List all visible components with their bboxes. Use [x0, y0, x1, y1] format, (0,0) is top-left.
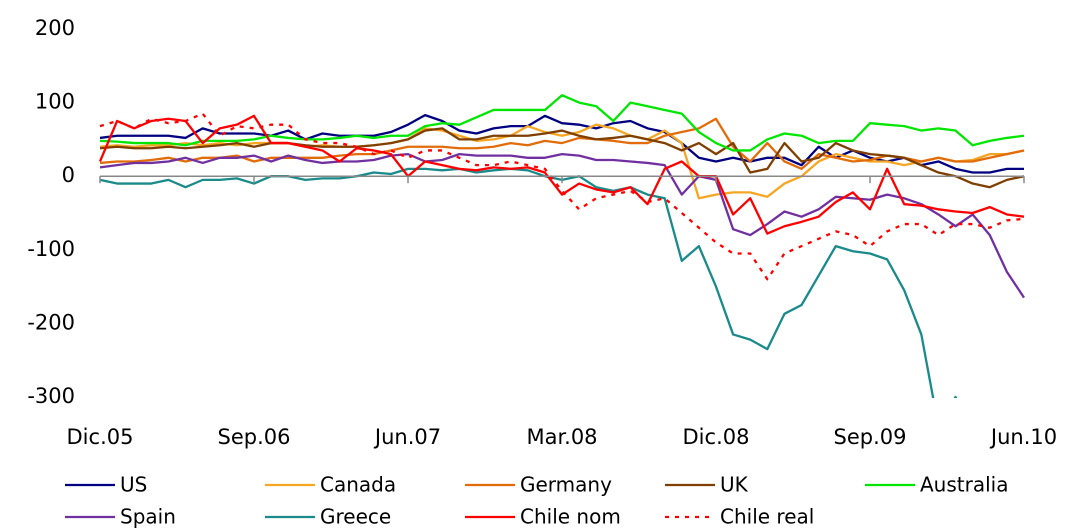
- legend-label: UK: [720, 473, 749, 497]
- y-tick-label: -200: [27, 310, 75, 334]
- x-tick-label: Jun.07: [373, 425, 441, 449]
- y-tick-label: 200: [35, 16, 75, 40]
- y-tick-label: -100: [27, 237, 75, 261]
- legend-label: Greece: [320, 505, 391, 529]
- series-line: [99, 127, 1025, 189]
- series-line: [99, 152, 1025, 299]
- legend-label: Spain: [120, 505, 176, 529]
- y-tick-label: -300: [27, 384, 75, 408]
- series-line: [98, 114, 1025, 235]
- plot-area: [98, 94, 1025, 398]
- legend-label: US: [120, 473, 147, 497]
- series-line: [99, 112, 1025, 281]
- x-tick-label: Dic.05: [67, 425, 134, 449]
- x-tick-label: Sep.06: [218, 425, 291, 449]
- x-tick-label: Mar.08: [526, 425, 597, 449]
- series-line: [99, 123, 1025, 200]
- legend-label: Chile real: [720, 505, 814, 529]
- legend-label: Canada: [320, 473, 396, 497]
- y-tick-label: 100: [35, 90, 75, 114]
- legend-label: Chile nom: [520, 505, 621, 529]
- series-line: [99, 117, 1025, 170]
- x-tick-label: Jun.10: [989, 425, 1057, 449]
- x-tick-label: Sep.09: [834, 425, 907, 449]
- series-line: [99, 167, 958, 398]
- legend-label: Australia: [920, 473, 1008, 497]
- series-line: [99, 113, 1024, 174]
- series-line: [99, 94, 1025, 152]
- legend-label: Germany: [520, 473, 612, 497]
- x-tick-label: Dic.08: [683, 425, 750, 449]
- y-tick-label: 0: [62, 163, 75, 187]
